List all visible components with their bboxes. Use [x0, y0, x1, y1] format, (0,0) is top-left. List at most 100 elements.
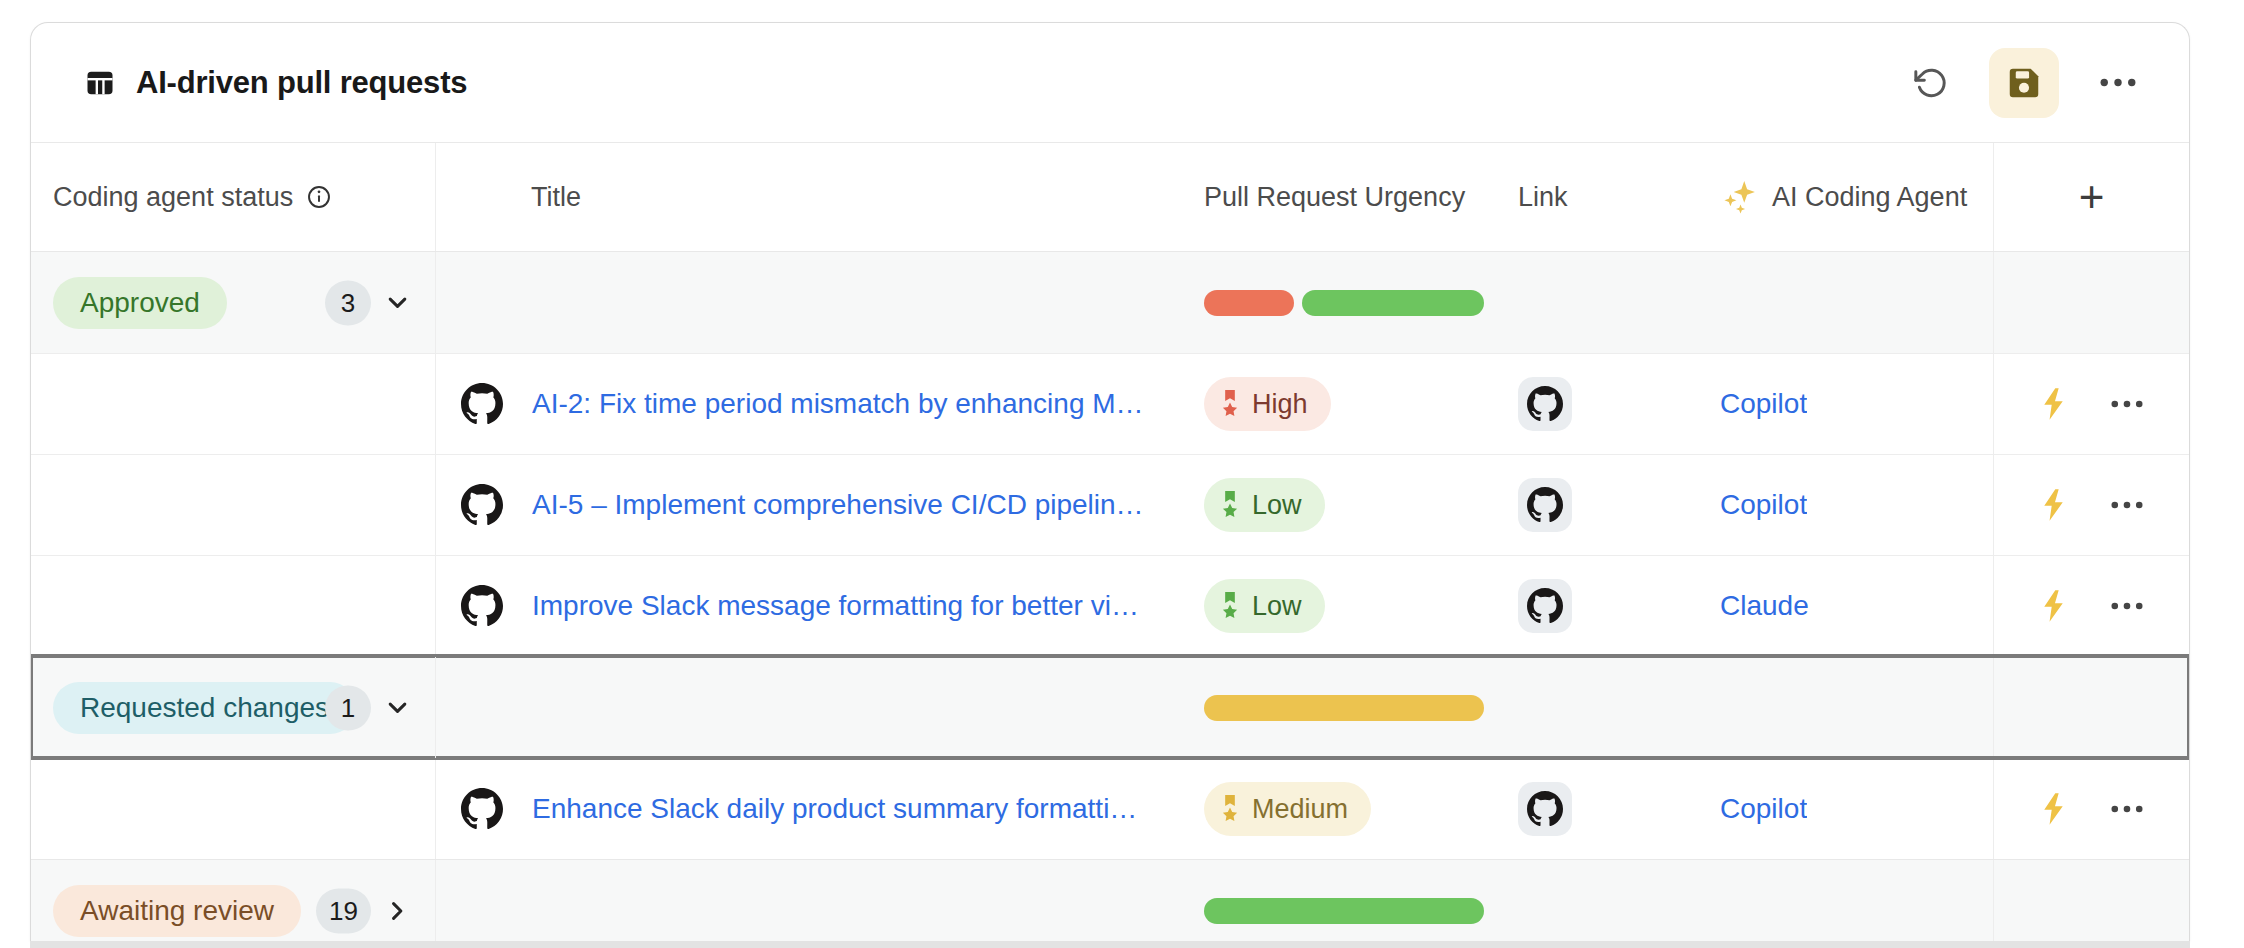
urgency-cell[interactable]: Low [1186, 455, 1499, 555]
chevron-right-icon[interactable] [384, 897, 411, 924]
status-cell[interactable] [31, 455, 436, 555]
group-row-approved[interactable]: Approved 3 [31, 251, 2189, 353]
group-row-awaiting-review[interactable]: Awaiting review 19 [31, 859, 2189, 941]
save-button[interactable] [1989, 48, 2059, 118]
group-status-cell: Requested changes 1 [31, 657, 436, 758]
github-link-icon[interactable] [1518, 377, 1572, 431]
link-cell[interactable] [1499, 556, 1701, 656]
undo-icon [1913, 66, 1947, 100]
automation-bolt-icon[interactable] [2040, 388, 2067, 420]
agent-cell[interactable]: Copilot [1701, 354, 1993, 454]
column-header-urgency[interactable]: Pull Request Urgency [1186, 143, 1499, 251]
status-cell[interactable] [31, 556, 436, 656]
row-actions-cell [1993, 455, 2189, 555]
group-status-pill[interactable]: Awaiting review [53, 885, 301, 937]
github-link-icon[interactable] [1518, 478, 1572, 532]
column-header-title[interactable]: Title [436, 143, 1186, 251]
agent-link[interactable]: Copilot [1720, 388, 1807, 420]
medal-icon [1219, 591, 1241, 621]
column-header-status-label: Coding agent status [53, 182, 293, 213]
row-menu-icon[interactable] [2111, 602, 2143, 610]
urgency-cell[interactable]: Low [1186, 556, 1499, 656]
row-menu-icon[interactable] [2111, 805, 2143, 813]
medal-icon [1219, 490, 1241, 520]
agent-link[interactable]: Copilot [1720, 489, 1807, 521]
urgency-badge: High [1204, 377, 1331, 431]
page-bottom-strip [30, 941, 2190, 948]
github-link-icon[interactable] [1518, 782, 1572, 836]
github-icon [461, 383, 503, 425]
column-header-title-label: Title [531, 182, 581, 213]
title-cell[interactable]: AI-2: Fix time period mismatch by enhanc… [436, 354, 1186, 454]
github-link-icon[interactable] [1518, 579, 1572, 633]
github-icon [461, 484, 503, 526]
pr-title-link[interactable]: AI-2: Fix time period mismatch by enhanc… [532, 388, 1144, 420]
group-count-badge: 19 [316, 888, 371, 933]
pr-title-link[interactable]: Improve Slack message formatting for bet… [532, 590, 1139, 622]
view-more-button[interactable] [2089, 54, 2147, 112]
row-actions-cell [1993, 556, 2189, 656]
chevron-down-icon[interactable] [384, 694, 411, 721]
group-row-requested-changes[interactable]: Requested changes 1 [31, 656, 2189, 758]
ai-sparkle-icon [1723, 180, 1757, 214]
agent-cell[interactable]: Copilot [1701, 759, 1993, 859]
view-actions [1901, 48, 2147, 118]
agent-link[interactable]: Claude [1720, 590, 1809, 622]
row-menu-icon[interactable] [2111, 400, 2143, 408]
link-cell[interactable] [1499, 354, 1701, 454]
title-cell[interactable]: Improve Slack message formatting for bet… [436, 556, 1186, 656]
github-icon [461, 585, 503, 627]
automation-bolt-icon[interactable] [2040, 489, 2067, 521]
group-count-badge: 3 [325, 280, 371, 325]
urgency-label: Medium [1252, 794, 1348, 825]
title-cell[interactable]: AI-5 – Implement comprehensive CI/CD pip… [436, 455, 1186, 555]
automation-bolt-icon[interactable] [2040, 590, 2067, 622]
column-header-status[interactable]: Coding agent status [31, 143, 436, 251]
column-header-agent[interactable]: AI Coding Agent [1701, 143, 1993, 251]
status-cell[interactable] [31, 354, 436, 454]
view-bar: AI-driven pull requests [31, 23, 2189, 143]
grid-view-card: AI-driven pull requests [30, 22, 2190, 941]
table-row: Enhance Slack daily product summary form… [31, 758, 2189, 859]
group-urgency-summary-bars [1186, 252, 1499, 353]
title-cell[interactable]: Enhance Slack daily product summary form… [436, 759, 1186, 859]
urgency-badge: Low [1204, 579, 1325, 633]
urgency-badge: Low [1204, 478, 1325, 532]
urgency-cell[interactable]: Medium [1186, 759, 1499, 859]
column-header-urgency-label: Pull Request Urgency [1204, 182, 1465, 213]
agent-cell[interactable]: Copilot [1701, 455, 1993, 555]
group-urgency-summary-bars [1186, 657, 1499, 758]
pr-title-link[interactable]: Enhance Slack daily product summary form… [532, 793, 1137, 825]
group-status-cell: Awaiting review 19 [31, 860, 436, 941]
pr-title-link[interactable]: AI-5 – Implement comprehensive CI/CD pip… [532, 489, 1144, 521]
view-title-area: AI-driven pull requests [85, 65, 467, 101]
automation-bolt-icon[interactable] [2040, 793, 2067, 825]
medal-icon [1219, 794, 1241, 824]
chevron-down-icon[interactable] [384, 289, 411, 316]
agent-cell[interactable]: Claude [1701, 556, 1993, 656]
urgency-cell[interactable]: High [1186, 354, 1499, 454]
group-status-pill[interactable]: Requested changes [53, 682, 356, 734]
agent-link[interactable]: Copilot [1720, 793, 1807, 825]
table-row: Improve Slack message formatting for bet… [31, 555, 2189, 656]
link-cell[interactable] [1499, 455, 1701, 555]
group-status-pill[interactable]: Approved [53, 277, 227, 329]
undo-button[interactable] [1901, 54, 1959, 112]
table-row: AI-2: Fix time period mismatch by enhanc… [31, 353, 2189, 454]
status-cell[interactable] [31, 759, 436, 859]
urgency-summary-bar [1204, 898, 1484, 924]
urgency-summary-bar [1302, 290, 1484, 316]
plus-icon: + [2079, 172, 2105, 222]
column-header-link-label: Link [1518, 182, 1568, 213]
urgency-label: High [1252, 389, 1308, 420]
row-actions-cell [1993, 759, 2189, 859]
view-title: AI-driven pull requests [136, 65, 467, 101]
group-count-badge: 1 [325, 685, 371, 730]
urgency-label: Low [1252, 490, 1302, 521]
link-cell[interactable] [1499, 759, 1701, 859]
add-column-button[interactable]: + [1993, 143, 2189, 251]
table-row: AI-5 – Implement comprehensive CI/CD pip… [31, 454, 2189, 555]
info-icon[interactable] [306, 184, 332, 210]
column-header-link[interactable]: Link [1499, 143, 1701, 251]
row-menu-icon[interactable] [2111, 501, 2143, 509]
